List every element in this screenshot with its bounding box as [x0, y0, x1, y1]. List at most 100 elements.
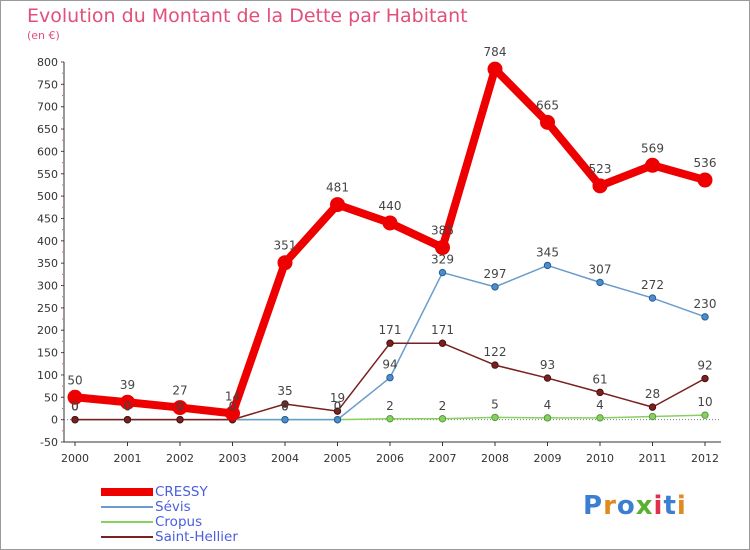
data-label-s-vis: 307 [589, 262, 612, 276]
data-point-saint-hellier [491, 361, 499, 369]
data-point-s-vis [386, 373, 394, 382]
x-tick-label: 2003 [219, 452, 247, 465]
data-label-cressy: 665 [536, 98, 559, 112]
data-point-cressy [592, 178, 608, 194]
data-label-cropus: 0 [71, 400, 79, 414]
legend-label-s-vis: Sévis [155, 499, 191, 515]
legend-label-cressy: CRESSY [155, 484, 208, 500]
y-tick-label: 0 [51, 414, 58, 427]
logo-letter: o [616, 491, 636, 521]
logo-letter: r [603, 491, 617, 521]
data-label-s-vis: 230 [694, 297, 717, 311]
y-tick-label: 100 [37, 369, 58, 382]
y-tick-label: -50 [40, 436, 58, 449]
data-label-cressy: 536 [694, 156, 717, 170]
data-point-saint-hellier [386, 339, 394, 347]
logo-letter: P [583, 491, 604, 521]
y-tick-label: 150 [37, 347, 58, 360]
legend-label-saint-hellier: Saint-Hellier [155, 529, 238, 545]
data-point-saint-hellier [648, 403, 657, 411]
data-label-cropus: 0 [124, 400, 132, 414]
x-tick-label: 2012 [691, 452, 719, 465]
data-point-s-vis [281, 415, 289, 424]
y-tick-label: 650 [37, 123, 58, 136]
legend-swatch-saint-hellier [101, 536, 153, 538]
data-point-cressy [172, 400, 188, 416]
proxiti-logo: Proxiti [583, 491, 687, 521]
y-tick-label: 750 [37, 78, 58, 91]
data-point-s-vis [596, 278, 604, 287]
data-label-s-vis: 0 [71, 400, 79, 414]
chart-unit: (en €) [27, 29, 60, 42]
data-label-cressy: 385 [431, 224, 454, 238]
y-tick-label: 450 [37, 212, 58, 225]
x-tick-label: 2004 [271, 452, 299, 465]
data-label-saint-hellier: 0 [229, 400, 237, 414]
data-label-saint-hellier: 93 [540, 358, 555, 372]
data-point-cressy [330, 197, 345, 213]
data-point-cressy [645, 157, 660, 173]
x-tick-label: 2011 [639, 452, 667, 465]
data-label-saint-hellier: 35 [277, 384, 292, 398]
data-point-cressy [487, 61, 503, 77]
data-label-saint-hellier: 171 [379, 323, 402, 337]
data-label-saint-hellier: 61 [592, 372, 607, 386]
y-tick-label: 50 [44, 391, 58, 404]
logo-letter: i [676, 491, 687, 521]
y-tick-label: 300 [37, 280, 58, 293]
data-label-cropus: 0 [229, 400, 237, 414]
x-tick-label: 2005 [324, 452, 352, 465]
data-point-cropus [701, 411, 709, 419]
data-label-s-vis: 0 [124, 400, 132, 414]
y-tick-label: 400 [37, 235, 58, 248]
x-tick-label: 2008 [481, 452, 509, 465]
data-point-cressy [382, 215, 398, 231]
data-label-cressy: 39 [120, 378, 135, 392]
logo-letter: x [635, 491, 654, 521]
data-point-cressy [540, 114, 555, 130]
data-point-cropus [648, 412, 657, 421]
data-point-saint-hellier [701, 374, 709, 383]
data-label-s-vis: 297 [484, 267, 507, 281]
y-tick-label: 250 [37, 302, 58, 315]
data-label-s-vis: 0 [281, 400, 289, 414]
data-point-cressy [277, 255, 293, 271]
data-label-s-vis: 345 [536, 245, 559, 259]
data-label-cropus: 2 [439, 399, 447, 413]
data-label-cressy: 481 [326, 181, 349, 195]
data-point-cressy [435, 240, 450, 256]
y-tick-label: 500 [37, 190, 58, 203]
data-point-cropus [438, 415, 447, 423]
data-point-saint-hellier [176, 415, 184, 424]
data-point-s-vis [438, 268, 447, 277]
data-point-cropus [596, 414, 604, 422]
data-point-cropus [543, 414, 552, 422]
data-point-s-vis [701, 313, 709, 321]
y-tick-label: 350 [37, 257, 58, 270]
data-point-saint-hellier [543, 374, 552, 382]
data-label-saint-hellier: 19 [330, 391, 345, 405]
data-label-saint-hellier: 171 [431, 323, 454, 337]
y-tick-label: 700 [37, 101, 58, 114]
data-label-cropus: 2 [386, 399, 394, 413]
data-point-s-vis [543, 261, 552, 270]
data-label-cropus: 4 [544, 398, 552, 412]
y-tick-label: 200 [37, 324, 58, 337]
data-label-cressy: 523 [589, 162, 612, 176]
x-tick-label: 2000 [61, 452, 89, 465]
data-label-cropus: 10 [697, 395, 712, 409]
data-point-saint-hellier [123, 415, 132, 424]
data-label-saint-hellier: 0 [124, 400, 132, 414]
x-tick-label: 2007 [429, 452, 457, 465]
data-point-cressy [697, 172, 713, 188]
y-tick-label: 550 [37, 168, 58, 181]
data-point-cressy [225, 405, 240, 421]
data-label-s-vis: 272 [641, 278, 664, 292]
data-label-s-vis: 0 [176, 400, 184, 414]
data-point-saint-hellier [438, 339, 447, 347]
data-point-s-vis [648, 294, 657, 302]
data-label-s-vis: 0 [334, 400, 342, 414]
chart-title: Evolution du Montant de la Dette par Hab… [27, 5, 468, 27]
data-label-saint-hellier: 0 [71, 400, 79, 414]
